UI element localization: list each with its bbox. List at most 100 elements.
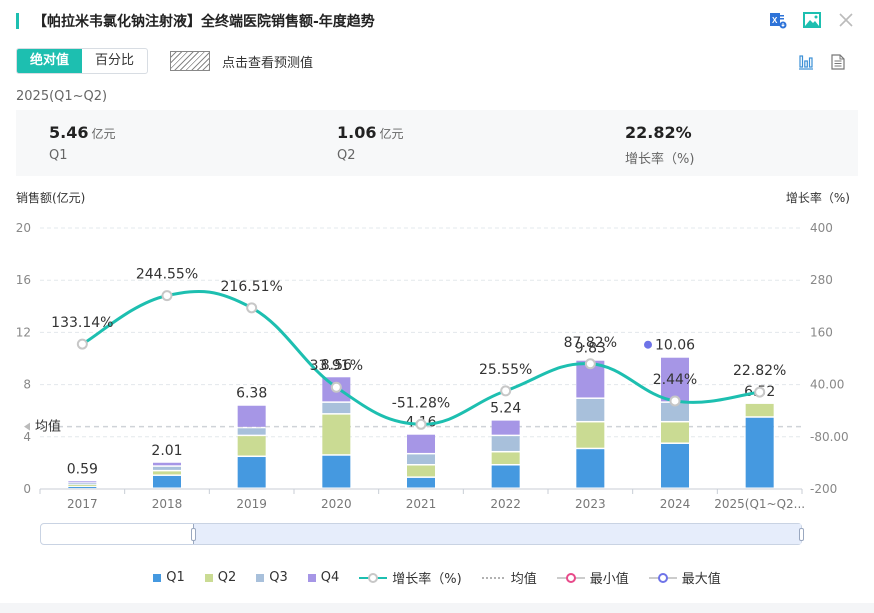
bar-q4 [661, 357, 689, 402]
x-tick-label: 2025(Q1~Q2... [714, 497, 805, 510]
summary-q1-value: 5.46 [49, 123, 89, 142]
growth-rate-point [584, 358, 596, 370]
y2-tick-label: 280 [810, 273, 833, 287]
legend-max[interactable]: 最大值 [648, 568, 721, 587]
zoom-slider[interactable] [40, 523, 804, 545]
bar-q1 [661, 443, 689, 488]
summary-q1-label: Q1 [49, 148, 68, 163]
image-export-icon[interactable] [802, 10, 822, 30]
growth-rate-point [246, 302, 258, 314]
toolbar: 绝对值 百分比 点击查看预测值 [16, 48, 313, 74]
y-axis-title: 销售额(亿元) [16, 191, 86, 205]
legend-growth-rate[interactable]: 增长率（%) [359, 568, 462, 587]
bar-q2 [745, 403, 774, 417]
prediction-label[interactable]: 点击查看预测值 [222, 55, 314, 71]
chart-legend: Q1 Q2 Q3 Q4 增长率（%) 均值 最小值 最大值 [0, 568, 874, 587]
chart-title: 【帕拉米韦氯化钠注射液】全终端医院销售额-年度趋势 [33, 14, 375, 30]
legend-q4[interactable]: Q4 [307, 570, 339, 585]
growth-rate-label: 2.44% [653, 372, 697, 388]
legend-q3[interactable]: Q3 [256, 570, 288, 585]
bar-q2 [237, 436, 266, 456]
bar-q4 [68, 481, 97, 483]
growth-rate-label: 22.82% [733, 363, 786, 379]
excel-export-icon[interactable]: X [768, 10, 788, 30]
summary-q1: 5.46 亿元 Q1 [49, 123, 116, 163]
summary-q1-unit: 亿元 [91, 127, 116, 141]
bar-q4 [153, 462, 181, 466]
y-tick-label: 12 [16, 325, 31, 339]
legend-q1[interactable]: Q1 [153, 570, 185, 585]
bar-q1 [407, 477, 435, 488]
bar-q4 [407, 434, 435, 453]
legend-label: Q2 [217, 570, 237, 585]
title-accent-bar [16, 13, 19, 29]
legend-label: 最小值 [589, 572, 629, 587]
growth-rate-point [161, 290, 173, 302]
growth-rate-point [500, 385, 512, 397]
legend-label: Q3 [269, 570, 288, 585]
bar-q3 [322, 402, 351, 414]
y2-tick-label: 40.00 [810, 378, 844, 392]
bar-chart-icon[interactable] [796, 52, 816, 72]
growth-rate-label: 244.55% [136, 267, 198, 283]
growth-rate-label: 216.51% [221, 279, 283, 295]
growth-rate-label: -51.28% [392, 395, 450, 411]
y2-tick-label: 160 [810, 325, 833, 339]
tab-percent[interactable]: 百分比 [95, 53, 135, 68]
zoom-slider-right-handle[interactable] [799, 528, 804, 541]
bar-q3 [576, 398, 605, 421]
growth-rate-point [415, 418, 427, 430]
document-icon[interactable] [828, 52, 848, 72]
zoom-slider-left-handle[interactable] [191, 528, 196, 541]
summary-q2: 1.06 亿元 Q2 [337, 123, 404, 163]
bar-q3 [491, 436, 520, 451]
close-icon[interactable] [836, 10, 856, 30]
growth-rate-label: 133.14% [51, 315, 113, 331]
summary-growth-label: 增长率（%) [625, 152, 695, 167]
y-tick-label: 4 [23, 430, 31, 444]
summary-growth-value: 22.82% [625, 123, 692, 142]
bar-q2 [153, 471, 181, 475]
bar-q2 [407, 465, 435, 477]
tab-absolute[interactable]: 绝对值 [17, 49, 83, 73]
bar-total-label: 9.83 [575, 341, 606, 357]
prediction-hatch-swatch[interactable] [170, 51, 211, 71]
bar-q4 [491, 420, 520, 435]
legend-label: Q1 [166, 570, 185, 585]
bar-q2 [661, 422, 689, 443]
bar-q1 [237, 457, 266, 488]
svg-text:X: X [772, 16, 778, 25]
zoom-slider-selection[interactable] [193, 524, 801, 544]
x-tick-label: 2024 [660, 497, 691, 510]
bar-q1 [68, 487, 97, 489]
x-tick-label: 2018 [152, 497, 183, 510]
footer-strip [0, 603, 874, 613]
average-marker-icon [24, 422, 30, 431]
x-tick-label: 2020 [321, 497, 352, 510]
bar-q2 [68, 485, 97, 487]
y2-tick-label: 400 [810, 221, 833, 235]
y2-tick-label: -80.00 [810, 430, 849, 444]
bar-q1 [745, 417, 774, 488]
view-switch [796, 52, 848, 72]
x-tick-label: 2022 [490, 497, 521, 510]
legend-q2[interactable]: Q2 [204, 570, 237, 585]
bar-q3 [237, 428, 266, 435]
growth-rate-label: 33.91% [310, 358, 363, 374]
bar-total-label: 10.06 [655, 338, 695, 354]
bar-q3 [661, 402, 689, 421]
max-value-marker [644, 340, 652, 349]
period-label: 2025(Q1~Q2) [16, 89, 108, 104]
bar-q1 [491, 465, 520, 488]
bar-q1 [576, 449, 605, 488]
legend-min[interactable]: 最小值 [556, 568, 629, 587]
legend-average[interactable]: 均值 [481, 568, 537, 587]
growth-rate-point [754, 386, 766, 398]
legend-label: 最大值 [681, 572, 721, 587]
legend-label: 均值 [510, 572, 537, 587]
y-tick-label: 0 [23, 482, 31, 496]
summary-panel: 5.46 亿元 Q1 1.06 亿元 Q2 22.82% 增长率（%) [16, 110, 858, 176]
x-tick-label: 2017 [67, 497, 98, 510]
bar-q1 [153, 475, 181, 488]
summary-q2-value: 1.06 [337, 123, 377, 142]
